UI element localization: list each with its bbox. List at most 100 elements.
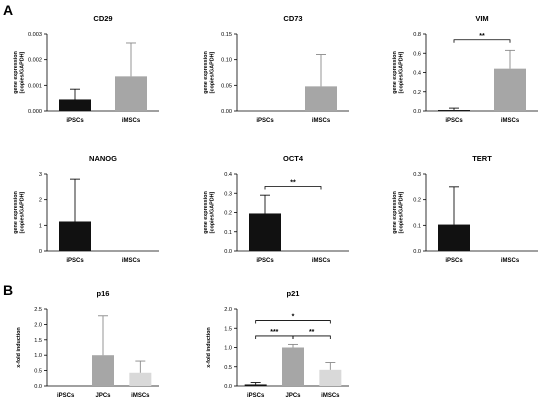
y-tick-label: 0.1 [413,223,421,229]
bar-ipscs [249,213,281,251]
y-tick-label: 0.0 [34,384,42,390]
significance-label: ** [309,329,315,336]
category-label: iPSCs [256,118,274,124]
category-label: iMSCs [321,393,340,399]
category-label: JPCs [95,393,111,399]
bar-imscs [115,76,147,111]
y-tick-label: 2.0 [224,307,232,313]
y-tick-label: 0.6 [413,51,421,57]
significance-bracket [255,335,294,339]
category-label: iPSCs [57,393,75,399]
y-tick-label: 2.5 [34,307,42,313]
y-tick-label: 1.0 [34,353,42,359]
y-axis-label: gene expression [392,191,398,234]
chart-title: VIM [475,14,488,23]
category-label: iPSCs [66,118,84,124]
y-axis-label: gene expression [203,51,209,94]
y-tick-label: 0.000 [28,109,42,115]
significance-label: ** [479,33,485,40]
y-tick-label: 0.4 [413,71,421,77]
y-axis-label: x-fold induction [16,327,22,367]
y-tick-label: 0.2 [413,90,421,96]
y-tick-label: 1.0 [224,346,232,352]
chart-tert: TERT 0.0 0.1 0.2 0.3 gene expression [copies/G… [392,154,538,264]
significance-bracket [292,335,331,339]
chart-title: TERT [472,154,492,163]
bar-imscs [305,86,337,111]
y-tick-label: 0.0 [224,249,232,255]
y-axis-label: [copies/GAPDH] [398,191,404,233]
y-tick-label: 0.00 [221,109,232,115]
y-tick-label: 1.5 [34,338,42,344]
chart-cd29: CD29 0.000 0.001 0.002 0.003 gene expression[… [13,14,159,124]
category-label: JPCs [285,393,301,399]
y-tick-label: 3 [39,172,42,178]
chart-title: p21 [287,289,300,298]
y-tick-label: 0.003 [28,32,42,38]
chart-nanog: NANOG 0 1 2 3 gene expression [copies/GAPDH] iP… [13,154,159,264]
panel-letter-b: B [3,282,13,298]
chart-title: OCT4 [283,154,304,163]
chart-oct4: OCT4 0.0 0.1 0.2 0.3 0.4 gene expression [copie… [203,154,349,264]
y-tick-label: 0.0 [224,384,232,390]
y-tick-label: 0.0 [413,109,421,115]
y-axis-label: [copies/GAPDH] [209,191,215,233]
bar-jpcs [282,347,304,386]
y-tick-label: 1.5 [224,326,232,332]
significance-bracket [264,186,322,190]
bar-ipscs [59,221,91,251]
category-label: iPSCs [247,393,265,399]
bar-ipscs [438,224,470,251]
y-tick-label: 0.002 [28,58,42,64]
y-tick-label: 0.3 [413,172,421,178]
y-tick-label: 2.0 [34,322,42,328]
y-tick-label: 0.15 [221,32,232,38]
y-tick-label: 0.001 [28,83,42,89]
category-label: iPSCs [445,258,463,264]
chart-title: CD73 [283,14,302,23]
chart-title: NANOG [89,154,117,163]
y-tick-label: 0.2 [224,211,232,217]
category-label: iMSCs [501,118,520,124]
significance-label: * [292,314,295,321]
y-tick-label: 0.5 [224,365,232,371]
bar-imscs [494,68,526,111]
category-label: iPSCs [66,258,84,264]
significance-bracket [453,39,511,43]
y-axis-label: gene expression [203,191,209,234]
y-tick-label: 1 [39,223,42,229]
significance-label: *** [270,329,278,336]
y-axis-label: gene expression [392,51,398,94]
category-label: iMSCs [312,258,331,264]
bar-jpcs [92,355,114,386]
y-axis-label: gene expression [13,191,19,234]
bar-imscs [319,369,342,386]
y-tick-label: 0.4 [224,172,232,178]
category-label: iMSCs [122,118,141,124]
category-label: iMSCs [501,258,520,264]
y-tick-label: 0.2 [413,198,421,204]
bar-imscs [129,372,152,386]
category-label: iMSCs [131,393,150,399]
y-axis-label: gene expression [13,51,19,94]
y-tick-label: 0.05 [221,83,232,89]
bar-ipscs [244,384,267,386]
chart-vim: VIM 0.0 0.2 0.4 0.6 0.8 gene expression [copies… [392,14,538,124]
y-tick-label: 0 [39,249,42,255]
category-label: iMSCs [312,118,331,124]
chart-title: CD29 [93,14,112,23]
y-tick-label: 0.10 [221,58,232,64]
significance-label: ** [290,180,296,187]
category-label: iMSCs [122,258,141,264]
panel-letter-a: A [3,2,13,18]
bar-ipscs [59,99,91,111]
y-axis-label: [copies/GAPDH] [398,51,404,93]
y-tick-label: 0.0 [413,249,421,255]
chart-p21: p21 0.0 0.5 1.0 1.5 2.0 x-fold induction iPSCs J… [206,289,349,399]
y-tick-label: 0.5 [34,369,42,375]
y-tick-label: 0.1 [224,230,232,236]
y-tick-label: 0.8 [413,32,421,38]
chart-p16: p16 0.0 0.5 1.0 1.5 2.0 2.5 x-fold induction iPS… [16,289,159,399]
